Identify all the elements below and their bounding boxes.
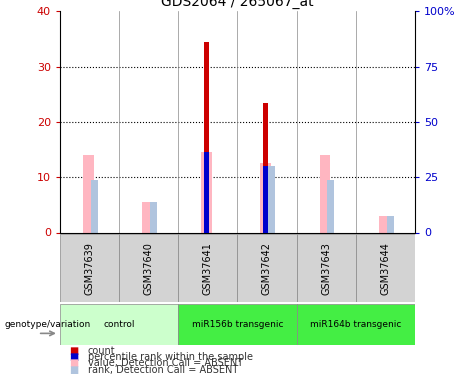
Text: control: control: [103, 320, 135, 329]
Bar: [204, 42, 209, 232]
Text: GSM37639: GSM37639: [84, 242, 95, 295]
Bar: [327, 180, 334, 232]
Bar: [356, 234, 415, 302]
Text: ■: ■: [69, 358, 78, 368]
Bar: [268, 166, 275, 232]
Bar: [386, 216, 394, 232]
Text: value, Detection Call = ABSENT: value, Detection Call = ABSENT: [88, 358, 242, 368]
Bar: [237, 234, 296, 302]
Bar: [91, 180, 98, 232]
Text: miR156b transgenic: miR156b transgenic: [192, 320, 283, 329]
Text: percentile rank within the sample: percentile rank within the sample: [88, 352, 253, 362]
Text: GSM37642: GSM37642: [262, 242, 272, 295]
Bar: [83, 155, 94, 232]
Bar: [296, 304, 415, 345]
Bar: [201, 152, 212, 232]
Bar: [260, 164, 271, 232]
Bar: [319, 155, 330, 232]
Bar: [204, 152, 209, 232]
Bar: [142, 202, 153, 232]
Text: GSM37641: GSM37641: [203, 242, 213, 295]
Text: ■: ■: [69, 365, 78, 375]
Text: rank, Detection Call = ABSENT: rank, Detection Call = ABSENT: [88, 365, 238, 375]
Text: GSM37643: GSM37643: [321, 242, 331, 295]
Title: GDS2064 / 265067_at: GDS2064 / 265067_at: [161, 0, 314, 9]
Bar: [296, 234, 356, 302]
Bar: [150, 202, 157, 232]
Bar: [263, 102, 268, 232]
Text: count: count: [88, 346, 115, 355]
Text: ■: ■: [69, 346, 78, 355]
Bar: [178, 304, 296, 345]
Text: genotype/variation: genotype/variation: [5, 320, 91, 329]
Bar: [60, 234, 119, 302]
Bar: [178, 234, 237, 302]
Text: GSM37640: GSM37640: [144, 242, 154, 295]
Text: ■: ■: [69, 352, 78, 362]
Bar: [60, 304, 178, 345]
Bar: [379, 216, 390, 232]
Bar: [119, 234, 178, 302]
Text: GSM37644: GSM37644: [380, 242, 390, 295]
Bar: [263, 166, 268, 232]
Text: miR164b transgenic: miR164b transgenic: [310, 320, 402, 329]
